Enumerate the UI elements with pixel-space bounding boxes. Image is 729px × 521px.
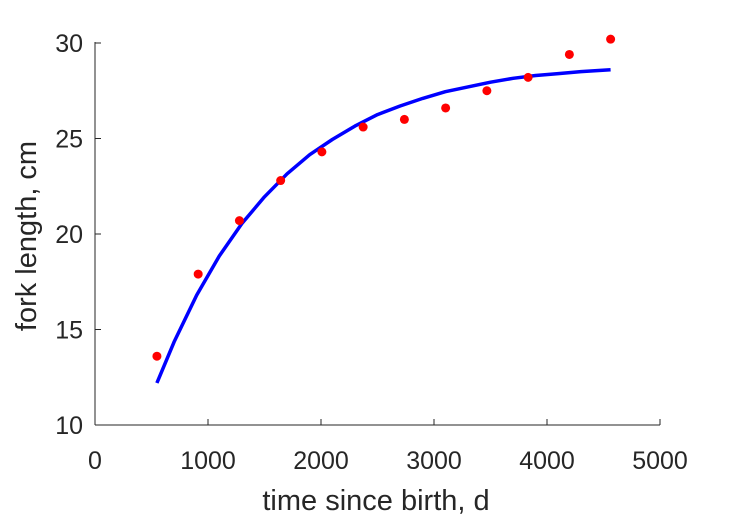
x-tick-label: 4000 — [519, 447, 575, 475]
x-tick-label: 1000 — [180, 447, 236, 475]
data-point — [523, 72, 533, 82]
fitted-curve-line — [155, 67, 611, 384]
x-tick-label: 3000 — [406, 447, 462, 475]
data-point — [152, 351, 162, 361]
data-point — [317, 147, 327, 157]
data-point — [193, 269, 203, 279]
y-tick-label: 15 — [55, 317, 83, 345]
data-point — [358, 122, 368, 132]
axes: 0 1000 2000 3000 4000 5000 10 15 20 25 30 — [55, 30, 688, 475]
data-point — [564, 49, 574, 59]
y-tick-label: 10 — [55, 412, 83, 440]
data-point — [441, 103, 451, 113]
y-axis-label: fork length, cm — [11, 141, 43, 331]
x-axis-label: time since birth, d — [262, 485, 489, 517]
data-point — [276, 176, 286, 186]
data-point — [399, 114, 409, 124]
fitted-curve-layer — [155, 67, 611, 384]
x-tick-label: 0 — [88, 447, 102, 475]
y-tick-label: 25 — [55, 126, 83, 154]
y-tick-label: 20 — [55, 221, 83, 249]
x-tick-label: 2000 — [293, 447, 349, 475]
data-point — [482, 86, 492, 96]
x-tick-label: 5000 — [632, 447, 688, 475]
data-points-layer — [152, 34, 616, 361]
data-point — [606, 34, 616, 44]
data-point — [234, 216, 244, 226]
y-tick-label: 30 — [55, 30, 83, 58]
